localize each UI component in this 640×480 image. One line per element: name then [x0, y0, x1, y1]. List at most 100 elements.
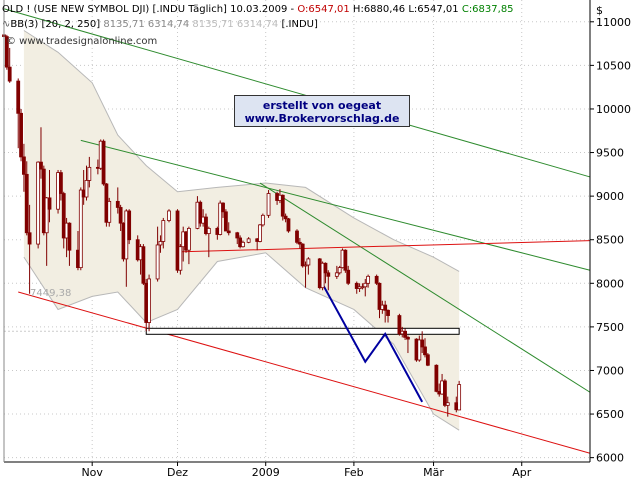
candle-body: [223, 211, 228, 232]
candle-body: [87, 166, 92, 181]
candle-body: [343, 249, 348, 271]
candle-body: [423, 346, 427, 356]
candle-body: [383, 304, 388, 311]
candle-body: [158, 241, 163, 246]
candle-body: [443, 380, 447, 406]
candle-body: [360, 286, 365, 289]
candle-body: [425, 354, 430, 366]
candle-body: [420, 339, 425, 348]
candle-body: [303, 264, 308, 267]
candle-body: [58, 172, 63, 194]
bb-upper-value: 8135,71: [103, 19, 145, 30]
watermark: © www.tradesignalonline.com: [6, 36, 158, 47]
candle-body: [107, 200, 112, 223]
candle-body: [141, 246, 146, 284]
candle-body: [337, 267, 342, 274]
candle-body: [101, 140, 106, 185]
x-tick-label: Feb: [344, 466, 363, 479]
bb-prefix: BB(3) [20, 2, 250]: [10, 19, 104, 30]
y-tick-label: 7500: [596, 321, 624, 334]
bb-upper-value-2: 8135,71: [189, 19, 234, 30]
bb-lower-value-2: 6314,74: [233, 19, 279, 30]
red-trendline: [177, 240, 591, 253]
annotation-line-2: www.Brokervorschlag.de: [244, 112, 400, 125]
candle-body: [445, 402, 450, 406]
candle-body: [206, 227, 211, 235]
candle-body: [457, 384, 462, 411]
candle-body: [406, 336, 410, 340]
y-tick-label: 7000: [596, 364, 624, 377]
candle-body: [47, 197, 52, 210]
bb-lower-value: 6314,74: [144, 19, 190, 30]
x-tick-label: Mär: [423, 466, 444, 479]
candle-body: [204, 216, 208, 235]
candle-body: [178, 246, 183, 271]
bollinger-band: [23, 30, 460, 431]
candle-body: [127, 210, 132, 241]
candle-body: [366, 275, 371, 284]
candle-body: [241, 241, 245, 248]
candle-body: [346, 269, 351, 284]
header-prefix: OLD ! (USE NEW SYMBOL DJI) [.INDU Täglic…: [2, 4, 298, 15]
currency-label: $: [596, 4, 603, 17]
annotation-box: erstellt von oegeat www.Brokervorschlag.…: [234, 95, 410, 127]
candle-body: [323, 262, 328, 274]
header-low: L:6547,01: [405, 4, 459, 15]
candle-body: [22, 156, 26, 175]
y-tick-label: 11000: [596, 16, 631, 29]
candle-body: [306, 258, 311, 266]
axes: 6000 6500 7000 7500 8000 8500 9000 9500 10000 105…: [3, 0, 631, 479]
candle-body: [221, 202, 225, 213]
candle-body: [363, 282, 368, 288]
y-tick-label: 6500: [596, 408, 624, 421]
candle-body: [16, 80, 21, 114]
y-tick-label: 10500: [596, 59, 631, 72]
y-tick-label: 6000: [596, 452, 624, 465]
level-label: 7449,38: [30, 288, 72, 299]
x-tick-label: 2009: [252, 466, 280, 479]
candle-body: [155, 244, 160, 280]
header-close: C:6837,85: [458, 4, 514, 15]
candle-body: [226, 230, 231, 234]
annotation-line-1: erstellt von oegeat: [262, 99, 382, 112]
candle-body: [403, 330, 407, 338]
candle-body: [175, 210, 180, 271]
candle-body: [377, 282, 382, 310]
candle-body: [218, 202, 223, 235]
candle-body: [397, 315, 402, 335]
trendlines: [3, 8, 591, 454]
candle-body: [118, 207, 123, 224]
candle-body: [320, 262, 325, 289]
candle-body: [417, 339, 422, 361]
bb-suffix: [.INDU]: [278, 19, 318, 30]
y-tick-label: 9500: [596, 147, 624, 160]
candle-body: [36, 161, 41, 245]
x-tick-label: Nov: [81, 466, 103, 479]
candle-body: [19, 112, 23, 158]
candle-body: [61, 193, 66, 239]
candle-body: [246, 238, 251, 243]
band-lower-line: [23, 252, 460, 431]
y-tick-label: 10000: [596, 103, 631, 116]
candle-body: [39, 161, 43, 170]
x-tick-label: Dez: [167, 466, 188, 479]
green-trendline: [80, 139, 591, 271]
candle-body: [354, 282, 359, 289]
green-trendline: [259, 182, 591, 393]
candle-body: [374, 275, 379, 284]
candle-body: [334, 272, 339, 277]
bb-icon: ∿: [2, 19, 11, 30]
candle-body: [434, 364, 439, 392]
green-trendline: [3, 8, 591, 178]
support-level-rect: [145, 327, 460, 335]
candle-body: [260, 214, 265, 226]
candle-body: [258, 224, 262, 242]
candle-body: [326, 272, 331, 277]
y-tick-label: 8000: [596, 277, 624, 290]
header-high: H:6880,46: [349, 4, 406, 15]
red-trendline: [18, 291, 591, 454]
candle-body: [4, 36, 9, 68]
header-line-2: ∿BB(3) [20, 2, 250] 8135,71 6314,74 8135…: [2, 19, 318, 30]
candles: [2, 26, 462, 417]
